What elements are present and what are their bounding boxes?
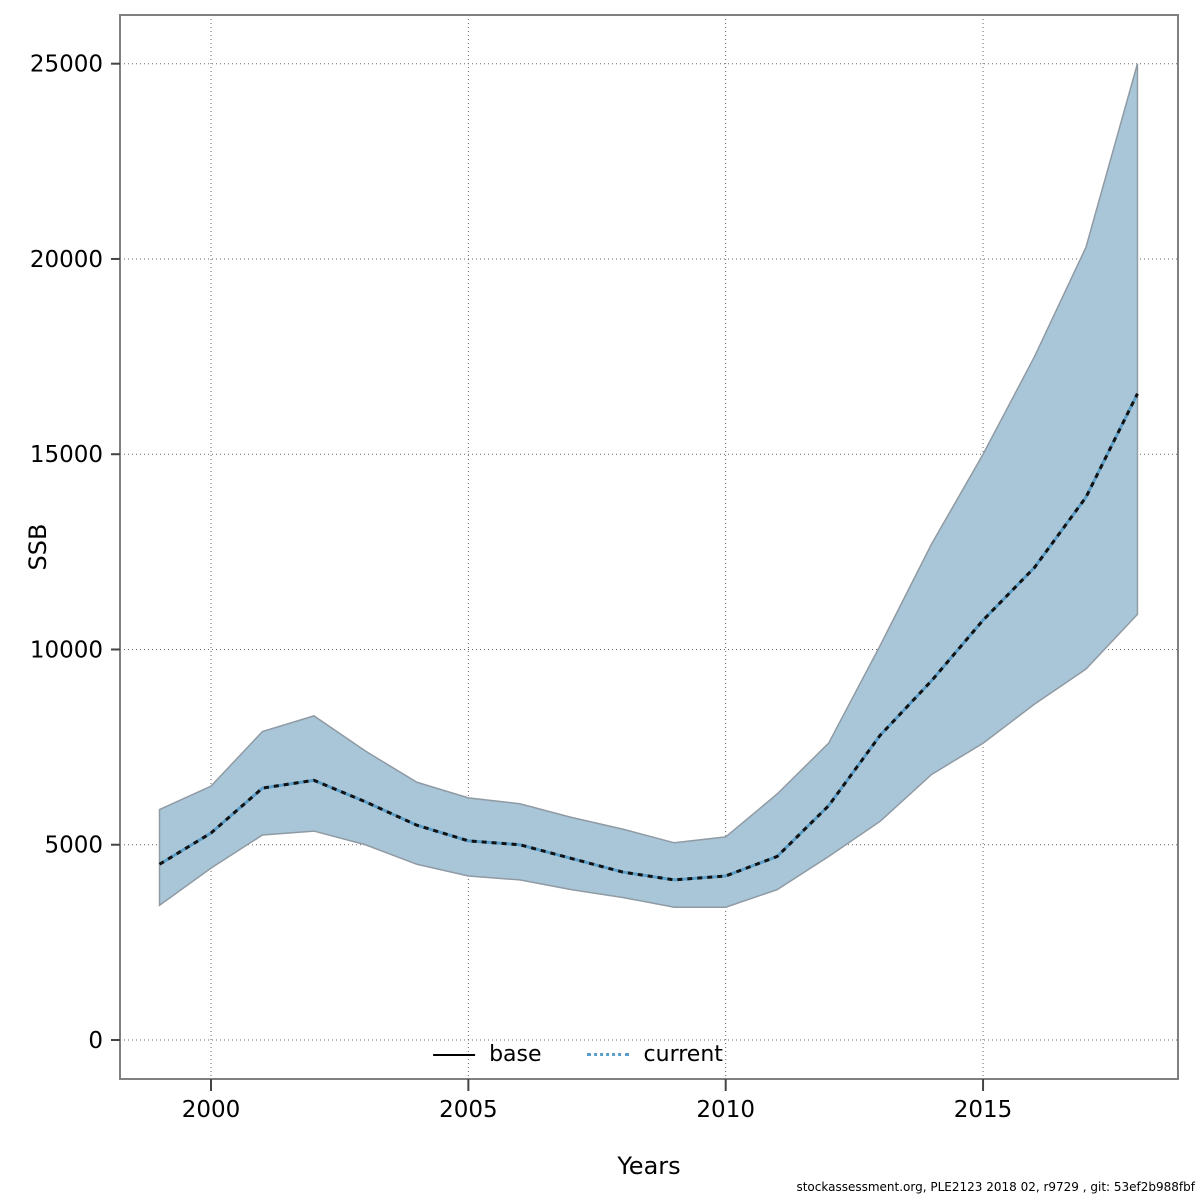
- x-axis-title: Years: [617, 1152, 681, 1180]
- y-tick-label: 5000: [44, 833, 103, 859]
- current-line: [158, 393, 1139, 882]
- x-tick-label: 2000: [182, 1097, 241, 1123]
- legend-item-base: base: [433, 1042, 542, 1067]
- confidence-band: [158, 63, 1139, 908]
- y-tick-label: 20000: [30, 247, 103, 273]
- legend-item-current: current: [587, 1042, 723, 1067]
- base-line-sample-icon: [433, 1053, 476, 1056]
- axis-ticks: [111, 62, 985, 1091]
- x-tick-label: 2010: [696, 1097, 755, 1123]
- attribution-text: stockassessment.org, PLE2123 2018 02, r9…: [796, 1180, 1195, 1194]
- y-tick-label: 15000: [30, 442, 103, 468]
- y-tick-label: 0: [88, 1028, 103, 1054]
- x-tick-label: 2015: [954, 1097, 1013, 1123]
- chart-legend: base current: [433, 1042, 723, 1067]
- y-axis-title: SSB: [24, 523, 52, 571]
- legend-label-current: current: [643, 1042, 723, 1067]
- x-tick-label: 2005: [439, 1097, 498, 1123]
- legend-label-base: base: [489, 1042, 542, 1067]
- y-tick-label: 25000: [30, 52, 103, 78]
- current-line-sample-icon: [587, 1053, 630, 1056]
- y-tick-label: 10000: [30, 637, 103, 663]
- plot-border: [119, 14, 1179, 1080]
